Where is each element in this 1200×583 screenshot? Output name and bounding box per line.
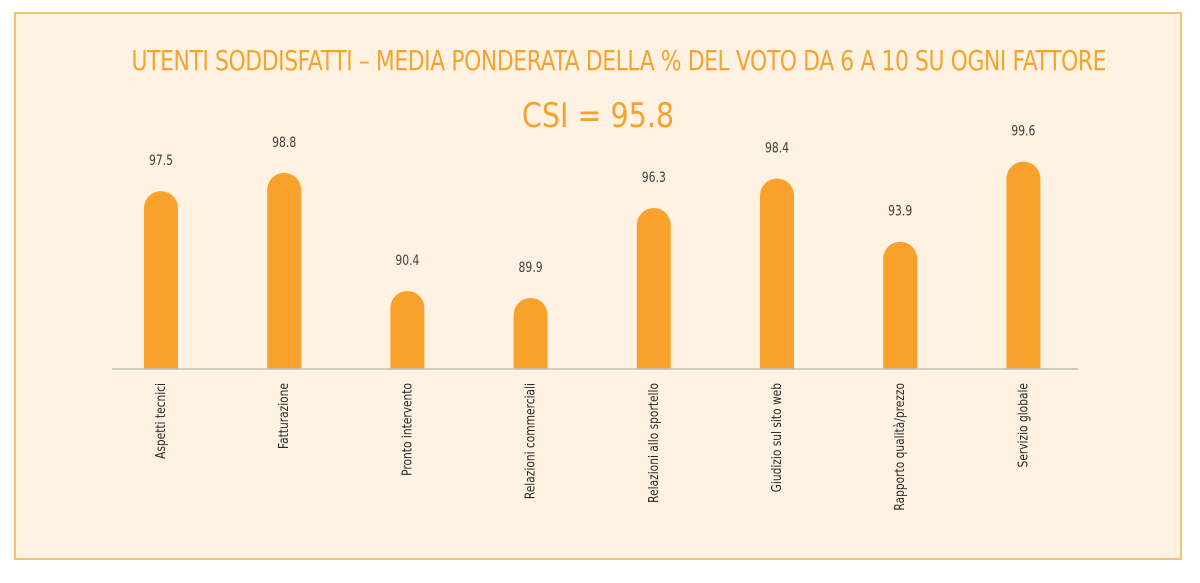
bar-2: [267, 172, 302, 369]
bar-value-label: 96.3: [642, 170, 666, 186]
csi-subtitle: CSI = 95.8: [521, 96, 675, 136]
bar-value-label: 98.4: [765, 141, 789, 157]
labels-layer: 97.5 Aspetti tecnici 98.8 Fatturazione 90.4 P…: [149, 124, 1036, 511]
bar-value-label: 90.4: [395, 253, 419, 269]
bar-6: [760, 178, 794, 369]
category-label: Pronto intervento: [399, 383, 414, 476]
bar-4: [513, 298, 548, 369]
bar-5: [636, 208, 671, 369]
bar-3: [390, 290, 425, 369]
bar-7: [883, 241, 918, 369]
category-label: Giudizio sul sito web: [769, 383, 784, 492]
bars-layer: [144, 161, 1041, 369]
category-label: Relazioni commerciali: [523, 383, 538, 499]
category-label: Aspetti tecnici: [153, 383, 168, 459]
bar-value-label: 98.8: [272, 135, 296, 151]
bar-value-label: 89.9: [519, 260, 543, 276]
category-label: Relazioni allo sportello: [646, 383, 661, 503]
bar-value-label: 99.6: [1011, 124, 1035, 140]
chart-panel: [14, 12, 1182, 560]
category-label: Fatturazione: [276, 383, 291, 449]
bar-value-label: 97.5: [149, 153, 173, 169]
bar-value-label: 93.9: [888, 204, 912, 220]
chart-title: UTENTI SODDISFATTI – MEDIA PONDERATA DEL…: [131, 44, 1107, 77]
bar-8: [1006, 161, 1041, 369]
category-label: Servizio globale: [1015, 383, 1030, 467]
bar-1: [144, 191, 178, 369]
category-label: Rapporto qualità/prezzo: [892, 383, 907, 511]
